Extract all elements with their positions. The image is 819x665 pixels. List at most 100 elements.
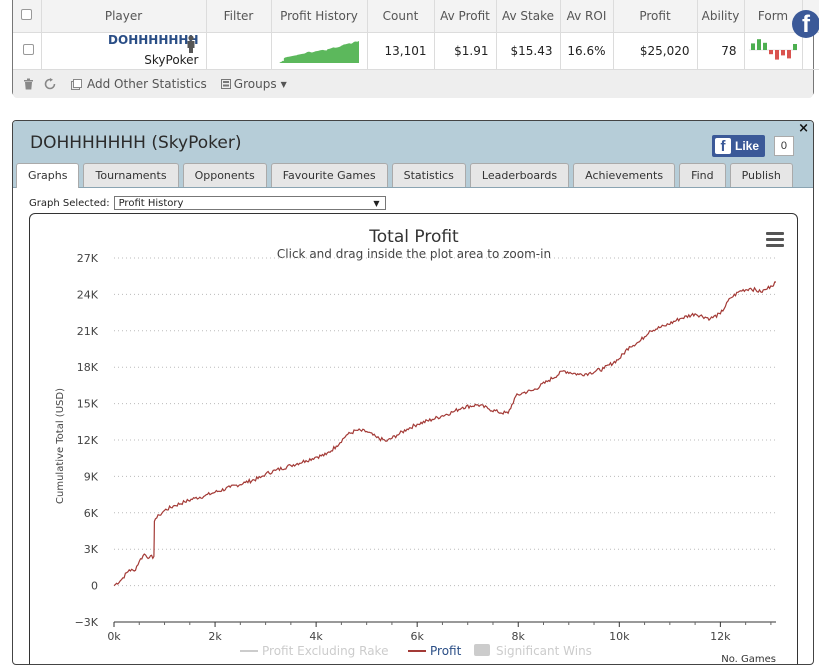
legend-item-profit[interactable]: Profit (430, 644, 462, 658)
x-tick-label: 0k (107, 630, 121, 643)
table-header-row: Player Filter Profit History Count Av Pr… (13, 0, 819, 33)
header-av-profit[interactable]: Av Profit (434, 0, 497, 33)
profit-cell: $25,020 (613, 32, 698, 70)
y-tick-label: 0 (91, 580, 98, 593)
form-bar (769, 49, 773, 54)
add-statistics-label: Add Other Statistics (87, 77, 207, 91)
tab-tournaments[interactable]: Tournaments (83, 163, 179, 187)
legend-marker (474, 644, 490, 656)
header-player[interactable]: Player (41, 0, 207, 33)
facebook-icon[interactable]: f (792, 10, 819, 38)
player-name-link[interactable]: DOHHHHHHH (108, 33, 199, 47)
tab-find[interactable]: Find (679, 163, 726, 187)
tab-leaderboards[interactable]: Leaderboards (469, 163, 570, 187)
panel-title: DOHHHHHHH (SkyPoker) (30, 133, 242, 153)
add-statistics-button[interactable]: Add Other Statistics (71, 77, 207, 91)
tab-opponents[interactable]: Opponents (182, 163, 267, 187)
stats-toolbar: Add Other Statistics Groups ▼ (13, 70, 813, 98)
av-roi-cell: 16.6% (560, 32, 614, 70)
y-tick-label: 27K (77, 252, 99, 265)
add-stats-icon (71, 78, 82, 90)
select-all-checkbox-cell[interactable] (13, 0, 42, 33)
form-bar (751, 42, 755, 50)
player-silhouette-icon (187, 35, 194, 53)
chevron-down-icon: ▼ (373, 199, 380, 208)
header-count[interactable]: Count (367, 0, 435, 33)
tab-statistics[interactable]: Statistics (391, 163, 466, 187)
x-axis-label: No. Games (721, 654, 776, 665)
y-tick-label: 24K (77, 288, 99, 301)
profit-series-line (113, 281, 776, 587)
chart-title: Total Profit (368, 227, 459, 247)
panel-tabs: Graphs Tournaments Opponents Favourite Game… (16, 163, 797, 188)
header-filter[interactable]: Filter (206, 0, 272, 33)
form-bar (781, 49, 785, 55)
like-count: 0 (773, 136, 794, 156)
trash-icon[interactable] (21, 77, 35, 91)
graph-select-dropdown[interactable]: Profit History ▼ (113, 196, 386, 210)
facebook-logo-icon: f (714, 138, 731, 155)
y-tick-label: −3K (75, 616, 99, 629)
y-tick-label: 18K (77, 361, 99, 374)
header-profit[interactable]: Profit (613, 0, 698, 33)
stats-table: Player Filter Profit History Count Av Pr… (13, 0, 819, 70)
form-bar (757, 38, 761, 50)
refresh-icon[interactable] (43, 77, 57, 91)
groups-label: Groups (233, 77, 277, 91)
form-cell (744, 32, 803, 70)
total-profit-chart[interactable]: Total Profit Click and drag inside the p… (30, 214, 797, 665)
x-tick-label: 2k (208, 630, 222, 643)
profit-history-cell (271, 32, 368, 70)
graph-selected-label: Graph Selected: (29, 197, 110, 209)
panel-header: DOHHHHHHH (SkyPoker) f Like 0 × Graphs To… (13, 121, 813, 188)
y-tick-label: 21K (77, 325, 99, 338)
groups-dropdown[interactable]: Groups ▼ (220, 77, 287, 91)
legend-item-profit-excl-rake[interactable]: Profit Excluding Rake (262, 644, 388, 658)
form-bar (787, 49, 791, 58)
chart-subtitle: Click and drag inside the plot area to z… (277, 247, 551, 261)
header-profit-history[interactable]: Profit History (271, 0, 368, 33)
y-tick-label: 12K (77, 434, 99, 447)
chart-legend: Profit Excluding Rake Profit Significant W… (240, 644, 592, 658)
row-checkbox[interactable] (22, 44, 34, 55)
chart-container: Total Profit Click and drag inside the p… (29, 213, 798, 665)
header-av-stake[interactable]: Av Stake (496, 0, 561, 33)
select-all-checkbox[interactable] (21, 9, 33, 20)
x-tick-label: 8k (512, 630, 526, 643)
count-cell: 13,101 (367, 32, 435, 70)
row-checkbox-cell[interactable] (13, 32, 42, 70)
table-row: DOHHHHHHH SkyPoker 13,101 $1.91 $15.43 (13, 32, 819, 70)
header-av-roi[interactable]: Av ROI (560, 0, 614, 33)
tab-achievements[interactable]: Achievements (573, 163, 676, 187)
x-tick-label: 12k (710, 630, 731, 643)
stats-panel: Player Filter Profit History Count Av Pr… (12, 0, 819, 98)
groups-icon (220, 79, 231, 89)
x-tick-label: 6k (410, 630, 424, 643)
remove-player-link[interactable]: x (802, 32, 819, 70)
y-tick-label: 9K (84, 470, 99, 483)
av-stake-cell: $15.43 (496, 32, 561, 70)
av-profit-cell: $1.91 (434, 32, 497, 70)
player-site: SkyPoker (144, 53, 199, 67)
legend-item-significant-wins[interactable]: Significant Wins (496, 644, 592, 658)
form-bar (763, 42, 767, 50)
tab-graphs[interactable]: Graphs (16, 163, 80, 188)
x-tick-label: 4k (309, 630, 323, 643)
x-tick-label: 10k (609, 630, 630, 643)
y-tick-label: 3K (84, 543, 99, 556)
graph-selector: Graph Selected: Profit History ▼ (29, 196, 386, 210)
like-label: Like (734, 139, 759, 153)
graph-select-value: Profit History (118, 198, 184, 209)
player-panel: DOHHHHHHH (SkyPoker) f Like 0 × Graphs To… (12, 120, 814, 665)
close-panel-icon[interactable]: × (798, 121, 809, 136)
header-ability[interactable]: Ability (697, 0, 745, 33)
form-bar (793, 43, 797, 50)
player-cell: DOHHHHHHH SkyPoker (41, 32, 207, 70)
y-tick-label: 15K (77, 398, 99, 411)
filter-cell (206, 32, 272, 70)
chart-menu-icon[interactable] (766, 232, 784, 247)
tab-publish[interactable]: Publish (729, 163, 793, 187)
tab-favourite-games[interactable]: Favourite Games (270, 163, 388, 187)
facebook-like-button[interactable]: f Like (711, 135, 765, 157)
ability-cell: 78 (697, 32, 745, 70)
